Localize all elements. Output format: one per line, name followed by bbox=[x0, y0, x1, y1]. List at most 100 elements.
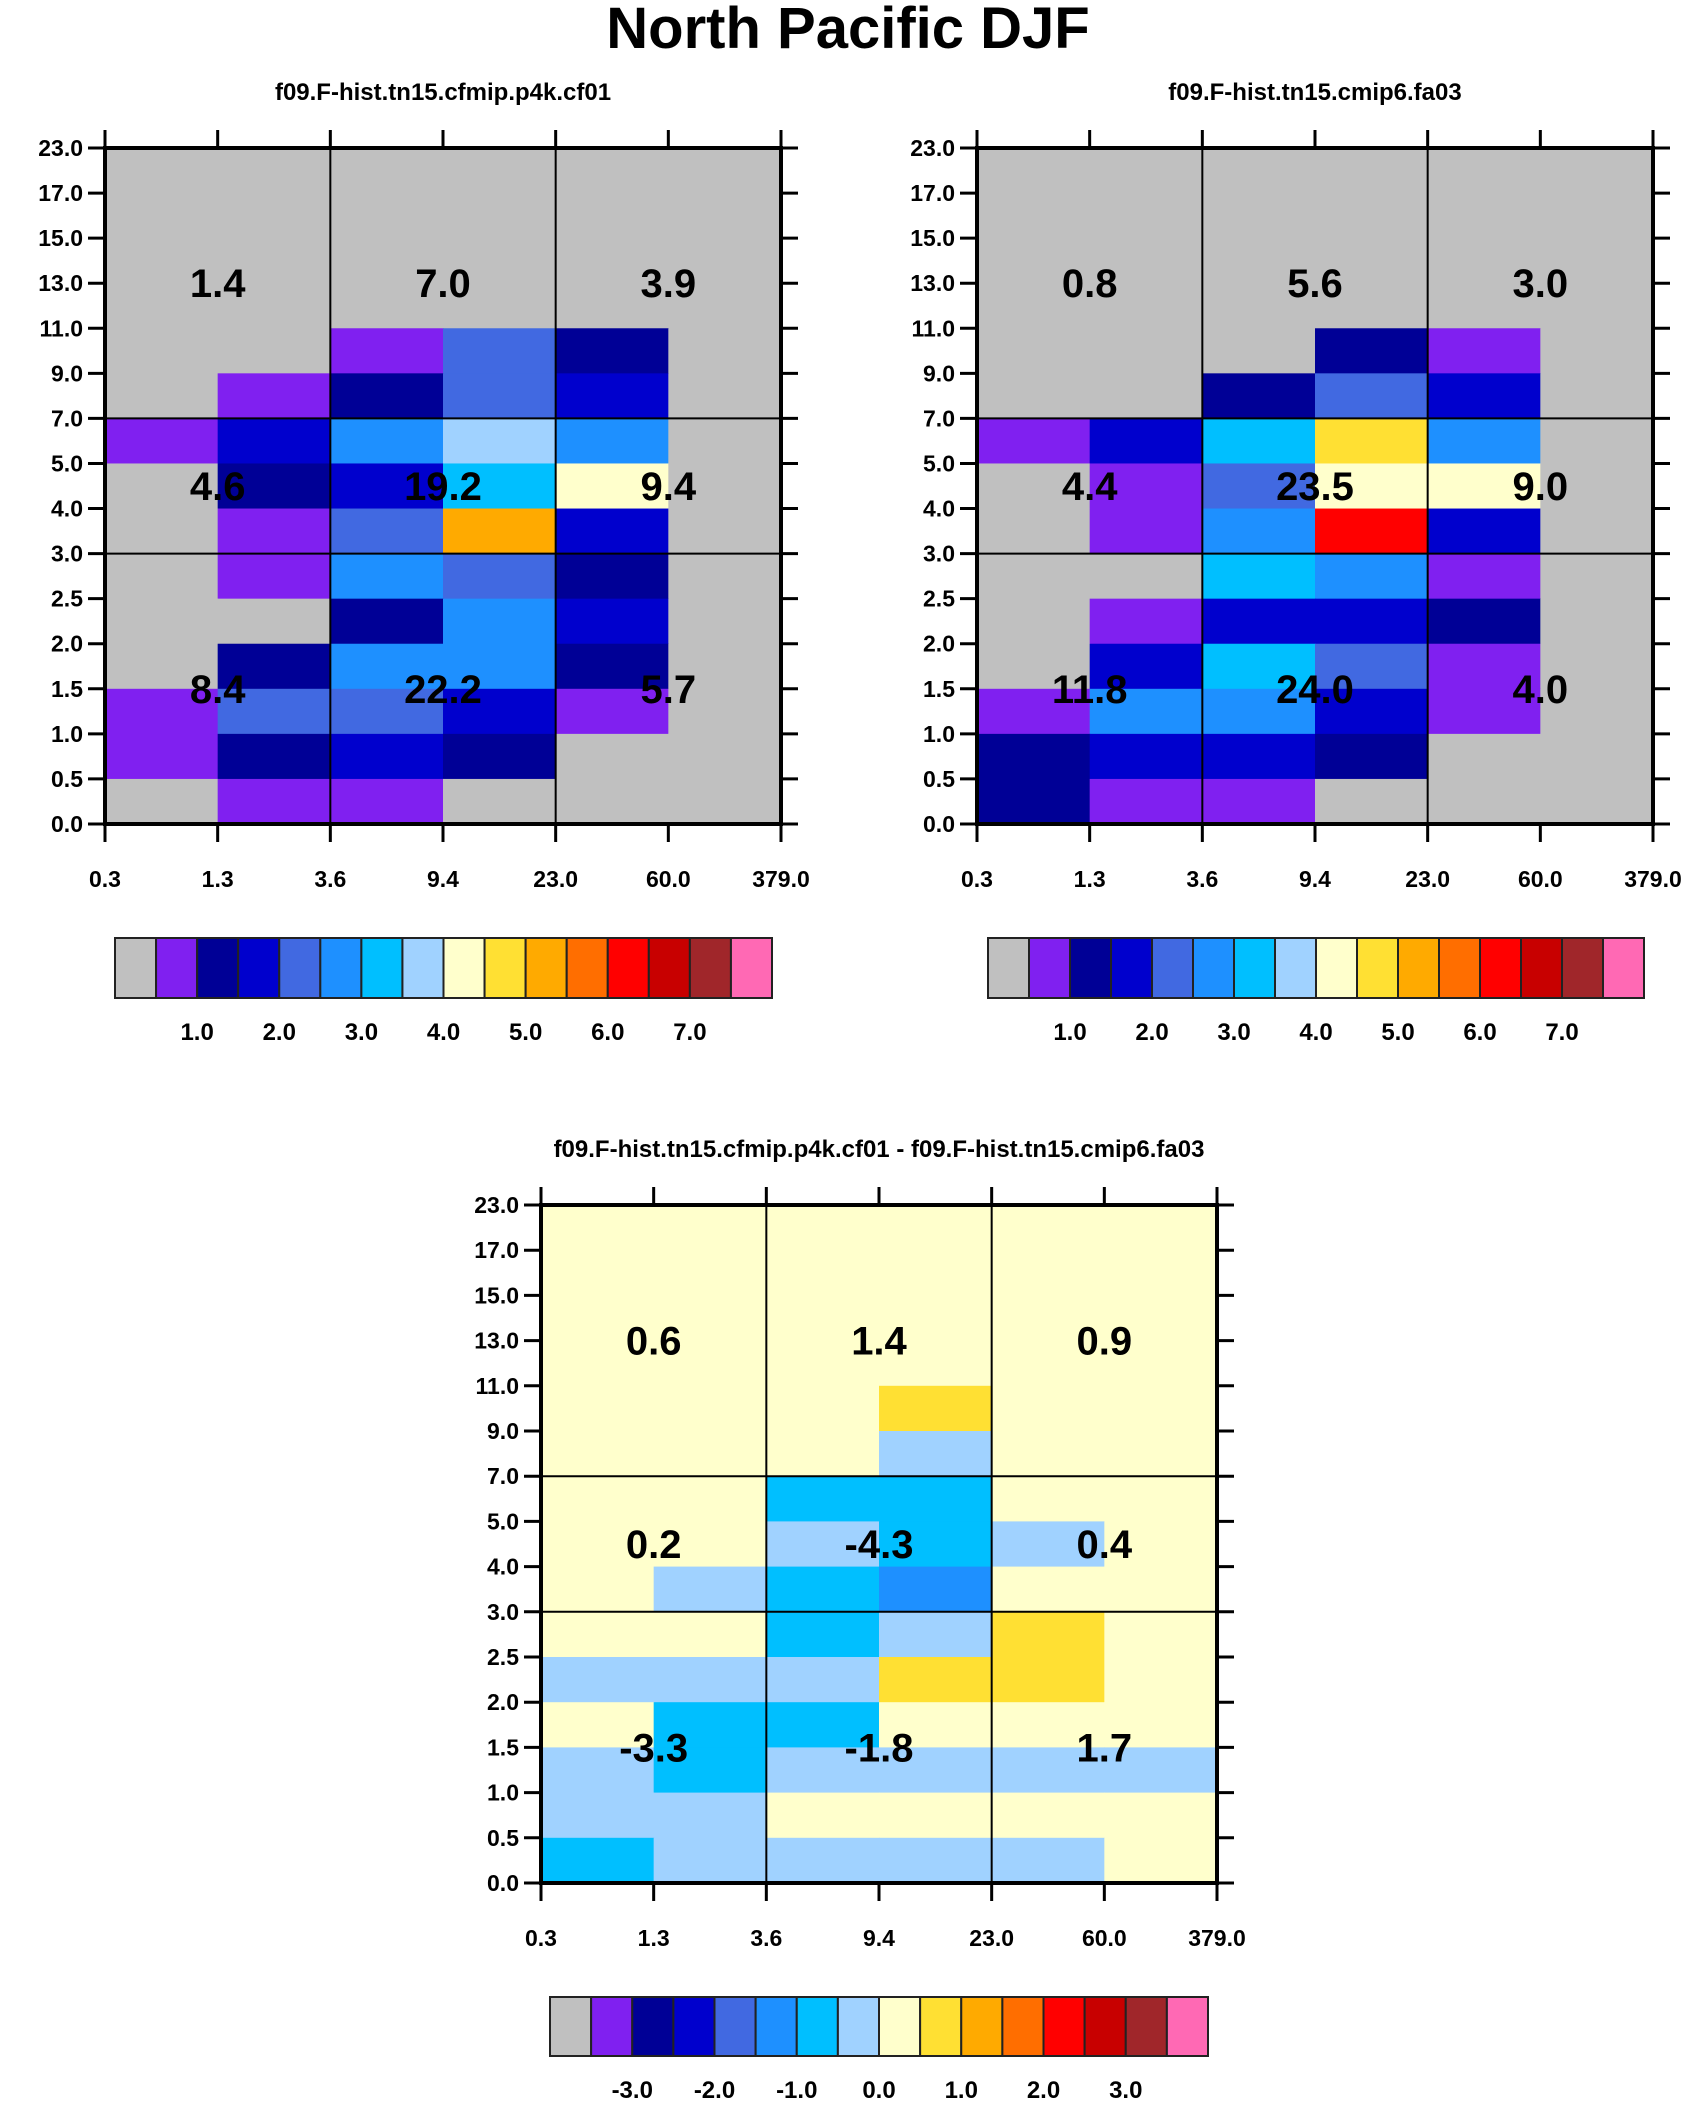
block-value-label: 4.6 bbox=[190, 465, 246, 509]
block-value-label: 9.4 bbox=[641, 465, 697, 509]
heatmap-cell bbox=[1315, 193, 1429, 239]
block-value-label: 9.0 bbox=[1513, 465, 1569, 509]
heatmap-cell bbox=[443, 373, 557, 419]
y-tick-label: 13.0 bbox=[474, 1328, 519, 1354]
heatmap-cell bbox=[1104, 1657, 1218, 1703]
block-value-label: 4.4 bbox=[1062, 465, 1118, 509]
block-value-label: 8.4 bbox=[190, 668, 246, 712]
colorbar-box bbox=[1069, 937, 1112, 999]
heatmap-cell bbox=[1089, 283, 1203, 329]
colorbar-label: 3.0 bbox=[1217, 1019, 1250, 1046]
heatmap-cell bbox=[766, 1566, 880, 1613]
colorbar-label: 2.0 bbox=[263, 1019, 296, 1046]
colorbar-box bbox=[1110, 937, 1153, 999]
y-tick-label: 5.0 bbox=[487, 1508, 519, 1534]
heatmap-cell bbox=[991, 1792, 1105, 1839]
y-tick-label: 13.0 bbox=[910, 270, 955, 296]
y-tick-label: 1.0 bbox=[51, 721, 83, 747]
heatmap-cell bbox=[217, 238, 331, 284]
heatmap-cell bbox=[977, 688, 1091, 735]
x-tick-label: 379.0 bbox=[1624, 866, 1682, 892]
x-tick-label: 60.0 bbox=[1082, 1925, 1127, 1951]
heatmap-cell bbox=[977, 328, 1091, 374]
colorbar-label: 2.0 bbox=[1027, 2077, 1060, 2103]
heatmap-cell bbox=[1315, 373, 1429, 419]
colorbar-box bbox=[1001, 1996, 1045, 2057]
y-tick-label: 23.0 bbox=[38, 135, 83, 161]
colorbar-box bbox=[631, 1996, 675, 2057]
block-value-label: 24.0 bbox=[1276, 668, 1354, 712]
heatmap-cell bbox=[766, 1521, 880, 1568]
heatmap-cell bbox=[653, 1385, 767, 1432]
heatmap-cell bbox=[1540, 148, 1654, 194]
heatmap-cell bbox=[1104, 1747, 1218, 1794]
y-tick-label: 3.0 bbox=[487, 1599, 519, 1625]
heatmap-cell bbox=[1315, 598, 1429, 645]
heatmap-cell bbox=[443, 598, 557, 645]
heatmap-cell bbox=[1202, 463, 1316, 510]
heatmap-cell bbox=[991, 1521, 1105, 1568]
heatmap-cell bbox=[1089, 598, 1203, 645]
heatmap-cell bbox=[977, 193, 1091, 239]
heatmap-cell bbox=[653, 1792, 767, 1839]
colorbar-label: 4.0 bbox=[427, 1019, 460, 1046]
heatmap-cell bbox=[1315, 688, 1429, 735]
colorbar-box bbox=[401, 937, 445, 999]
heatmap-cell bbox=[1427, 553, 1541, 600]
colorbar-box bbox=[729, 937, 773, 999]
heatmap-cell bbox=[879, 1747, 993, 1794]
heatmap-cell bbox=[668, 373, 782, 419]
block-value-label: 0.8 bbox=[1062, 262, 1118, 306]
heatmap-cell bbox=[1540, 553, 1654, 600]
heatmap-cell bbox=[991, 1702, 1105, 1748]
heatmap-cell bbox=[217, 688, 331, 735]
colorbar-box bbox=[1561, 937, 1604, 999]
y-tick-label: 17.0 bbox=[474, 1237, 519, 1263]
heatmap-cell bbox=[105, 643, 219, 690]
colorbar-box bbox=[713, 1996, 757, 2057]
colorbar: -3.0 -2.0 -1.0 0.0 1.0 2.0 3.0 bbox=[549, 1996, 1209, 2103]
y-tick-label: 0.0 bbox=[487, 1870, 519, 1896]
heatmap-cell bbox=[668, 193, 782, 239]
colorbar-label: 2.0 bbox=[1135, 1019, 1168, 1046]
heatmap-cell bbox=[105, 238, 219, 284]
y-tick-label: 23.0 bbox=[474, 1192, 519, 1218]
heatmap-cell bbox=[541, 1521, 655, 1568]
heatmap-cell bbox=[555, 373, 669, 419]
y-tick-label: 15.0 bbox=[474, 1282, 519, 1308]
colorbar-label: 7.0 bbox=[673, 1019, 706, 1046]
heatmap-cell bbox=[1315, 148, 1429, 194]
heatmap-cell bbox=[1089, 643, 1203, 690]
y-tick-label: 15.0 bbox=[910, 225, 955, 251]
heatmap-cell bbox=[668, 643, 782, 690]
heatmap-cell bbox=[541, 1837, 655, 1884]
heatmap-cell bbox=[766, 1747, 880, 1794]
heatmap-cell bbox=[1202, 688, 1316, 735]
block-value-label: 5.6 bbox=[1287, 262, 1343, 306]
y-tick-label: 0.5 bbox=[51, 766, 83, 792]
heatmap-cell bbox=[1315, 418, 1429, 465]
heatmap-cell bbox=[1427, 193, 1541, 239]
heatmap-cell bbox=[879, 1250, 993, 1296]
heatmap-cell bbox=[217, 463, 331, 510]
x-tick-label: 1.3 bbox=[1074, 866, 1106, 892]
heatmap-panel-2: f09.F-hist.tn15.cmip6.fa03 0.0 0.5 1.0 1.5 2.… bbox=[910, 79, 1682, 1046]
heatmap-cell bbox=[977, 598, 1091, 645]
heatmap-cell bbox=[330, 463, 444, 510]
y-tick-label: 2.5 bbox=[923, 586, 955, 612]
y-tick-label: 9.0 bbox=[487, 1418, 519, 1444]
block-value-label: 3.9 bbox=[641, 262, 697, 306]
block-value-label: 23.5 bbox=[1276, 465, 1354, 509]
colorbar-box bbox=[960, 1996, 1004, 2057]
colorbar-box bbox=[919, 1996, 963, 2057]
heatmap-cell bbox=[555, 688, 669, 735]
heatmap-cell bbox=[1104, 1792, 1218, 1839]
x-tick-label: 23.0 bbox=[533, 866, 578, 892]
colorbar-box bbox=[1042, 1996, 1086, 2057]
panel-title: f09.F-hist.tn15.cfmip.p4k.cf01 - f09.F-h… bbox=[554, 1136, 1205, 1163]
colorbar-label: 7.0 bbox=[1545, 1019, 1578, 1046]
heatmap-cell bbox=[879, 1205, 993, 1251]
heatmap-cell bbox=[668, 418, 782, 465]
x-tick-label: 9.4 bbox=[427, 866, 459, 892]
heatmap-cell bbox=[1089, 328, 1203, 374]
